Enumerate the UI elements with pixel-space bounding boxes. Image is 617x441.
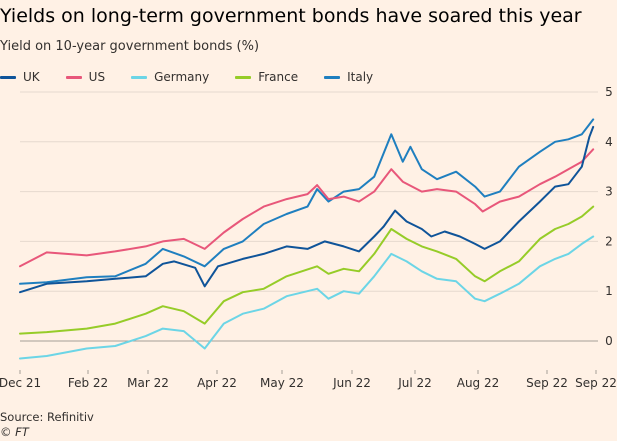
legend-item-us: US: [65, 70, 106, 84]
x-tick-label: May 22: [260, 376, 304, 390]
y-tick-label: 4: [605, 135, 613, 149]
legend-label: US: [88, 70, 106, 84]
legend-swatch: [131, 75, 148, 79]
chart-title: Yields on long-term government bonds hav…: [0, 5, 582, 27]
x-tick-label: Sep 22: [526, 376, 568, 390]
legend: UK US Germany France Italy: [0, 70, 399, 84]
ft-credit: © FT: [0, 425, 29, 439]
legend-item-france: France: [235, 70, 298, 84]
legend-label: Italy: [347, 70, 374, 84]
x-tick-label: Sep 22: [575, 376, 617, 390]
chart-subtitle: Yield on 10-year government bonds (%): [0, 39, 260, 54]
legend-swatch: [0, 75, 16, 79]
legend-item-italy: Italy: [324, 70, 373, 84]
source-note: Source: Refinitiv: [0, 410, 94, 424]
legend-swatch: [324, 75, 341, 79]
y-tick-label: 1: [605, 284, 613, 298]
y-tick-label: 3: [605, 185, 613, 199]
series-line-germany: [19, 235, 595, 360]
x-tick-label: Feb 22: [68, 376, 108, 390]
series-line-italy: [19, 118, 595, 285]
series-line-uk: [19, 125, 595, 294]
line-chart: 0 1 2 3 4 5 Dec 21 Feb 22 Mar 22 Apr 22 May 22 Jun …: [0, 85, 617, 390]
legend-swatch: [235, 75, 252, 79]
legend-item-germany: Germany: [131, 70, 209, 84]
x-tick-label: Aug 22: [457, 376, 500, 390]
series-line-us: [19, 148, 595, 268]
x-tick-label: Jun 22: [332, 376, 371, 390]
y-tick-label: 0: [605, 334, 613, 348]
legend-label: Germany: [154, 70, 210, 84]
series-line-france: [19, 205, 595, 335]
y-tick-label: 2: [605, 234, 613, 248]
legend-label: France: [258, 70, 299, 84]
legend-label: UK: [23, 70, 40, 84]
x-tick-label: Dec 21: [0, 376, 41, 390]
legend-swatch: [65, 75, 82, 79]
x-tick-label: Apr 22: [197, 376, 237, 390]
y-tick-label: 5: [605, 85, 613, 99]
x-tick-label: Jul 22: [397, 376, 432, 390]
x-tick-label: Mar 22: [127, 376, 169, 390]
legend-item-uk: UK: [0, 70, 40, 84]
